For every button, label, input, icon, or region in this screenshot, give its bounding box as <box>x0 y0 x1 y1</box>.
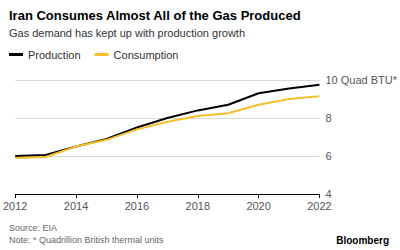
svg-text:4: 4 <box>325 188 331 200</box>
svg-text:Note: * Quadrillion British th: Note: * Quadrillion British thermal unit… <box>9 235 164 245</box>
svg-text:2020: 2020 <box>246 200 270 212</box>
svg-text:Bloomberg: Bloomberg <box>336 235 389 246</box>
svg-text:2022: 2022 <box>307 200 331 212</box>
svg-text:Consumption: Consumption <box>114 49 179 61</box>
svg-text:2012: 2012 <box>3 200 27 212</box>
svg-text:2018: 2018 <box>186 200 210 212</box>
svg-text:Gas demand has kept up with pr: Gas demand has kept up with production g… <box>9 27 245 39</box>
svg-text:8: 8 <box>325 112 331 124</box>
svg-text:2016: 2016 <box>125 200 149 212</box>
svg-text:Production: Production <box>28 49 81 61</box>
svg-text:6: 6 <box>325 150 331 162</box>
svg-text:10 Quad BTU*: 10 Quad BTU* <box>325 74 397 86</box>
svg-text:2014: 2014 <box>64 200 88 212</box>
svg-text:Iran Consumes Almost All of th: Iran Consumes Almost All of the Gas Prod… <box>9 8 301 23</box>
svg-text:Source: EIA: Source: EIA <box>9 223 57 233</box>
